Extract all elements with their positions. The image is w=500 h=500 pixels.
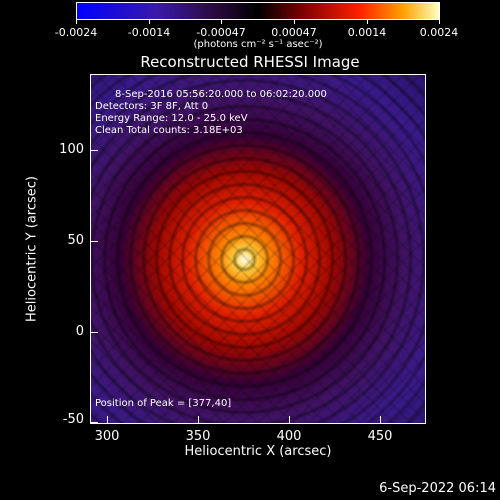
colorbar-label: 0.00047 bbox=[271, 26, 317, 39]
x-tick-label: 450 bbox=[367, 429, 393, 444]
x-tick bbox=[289, 416, 290, 424]
detectors-label: Detectors: 3F 8F, Att 0 bbox=[95, 101, 209, 112]
colorbar-tick bbox=[294, 20, 295, 24]
colorbar-label: -0.0024 bbox=[54, 26, 98, 39]
y-tick-label: 0 bbox=[75, 324, 84, 339]
image-texture bbox=[91, 75, 425, 423]
timestamp-footer: 6-Sep-2022 06:14 bbox=[379, 481, 496, 496]
clean-counts-label: Clean Total counts: 3.18E+03 bbox=[95, 125, 243, 136]
y-tick bbox=[90, 422, 98, 423]
colorbar-tick bbox=[76, 20, 77, 24]
colorbar-units: (photons cm⁻² s⁻¹ asec⁻²) bbox=[193, 39, 323, 50]
colorbar-label: -0.00047 bbox=[196, 26, 246, 39]
colorbar-label: 0.0024 bbox=[419, 26, 459, 39]
y-tick bbox=[90, 150, 98, 151]
y-axis-title: Heliocentric Y (arcsec) bbox=[24, 176, 40, 322]
plot-title: Reconstructed RHESSI Image bbox=[140, 53, 360, 71]
x-tick-label: 300 bbox=[94, 429, 120, 444]
colorbar-tick bbox=[149, 20, 150, 24]
y-tick bbox=[90, 241, 98, 242]
x-tick bbox=[198, 416, 199, 424]
x-tick-label: 350 bbox=[185, 429, 211, 444]
colorbar-tick bbox=[221, 20, 222, 24]
colorbar-label: 0.0014 bbox=[347, 26, 387, 39]
y-tick bbox=[90, 332, 98, 333]
peak-position-label: Position of Peak = [377,40] bbox=[95, 398, 232, 409]
x-tick bbox=[380, 416, 381, 424]
x-axis-title: Heliocentric X (arcsec) bbox=[184, 444, 332, 459]
energy-range-label: Energy Range: 12.0 - 25.0 keV bbox=[95, 113, 248, 124]
x-tick-label: 400 bbox=[276, 429, 302, 444]
x-tick bbox=[107, 416, 108, 424]
time-range-label: 8-Sep-2016 05:56:20.000 to 06:02:20.000 bbox=[115, 89, 327, 100]
colorbar-tick bbox=[439, 20, 440, 24]
colorbar-label: -0.0014 bbox=[127, 26, 171, 39]
colorbar-tick bbox=[367, 20, 368, 24]
y-tick-label: 100 bbox=[59, 142, 84, 157]
colorbar bbox=[76, 2, 440, 20]
y-tick-label: 50 bbox=[67, 233, 84, 248]
rhessi-image: 8-Sep-2016 05:56:20.000 to 06:02:20.000 … bbox=[90, 74, 426, 424]
y-tick-label: -50 bbox=[62, 412, 84, 427]
